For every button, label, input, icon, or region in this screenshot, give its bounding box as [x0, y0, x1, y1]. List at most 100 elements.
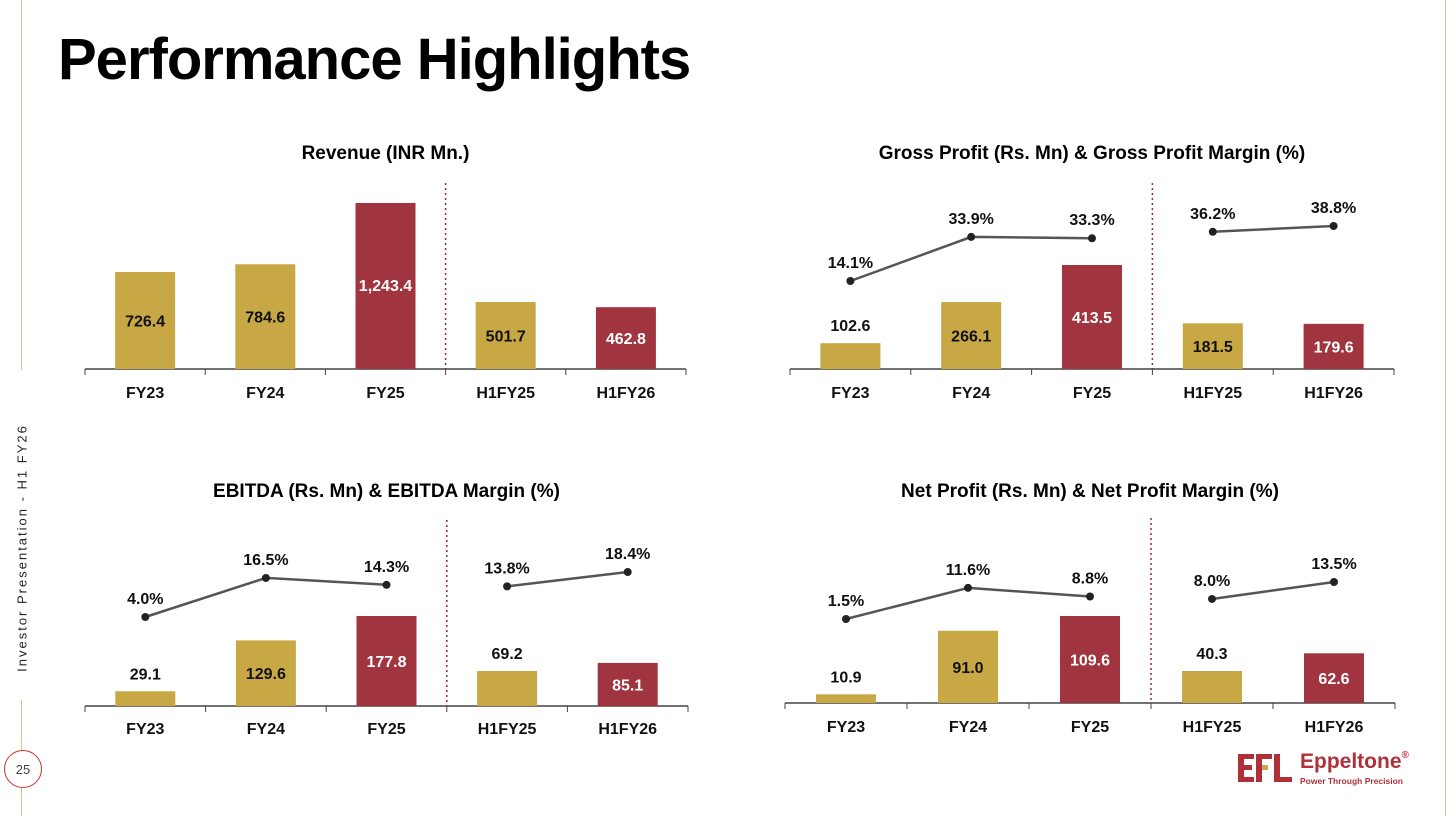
bar-fy24 [235, 264, 296, 369]
category-label: FY24 [246, 385, 284, 402]
margin-label: 18.4% [605, 546, 650, 563]
category-label: FY24 [949, 719, 987, 736]
revenue-chart: Revenue (INR Mn.) 726.4 FY23 784.6 FY24 1,24… [0, 0, 760, 420]
category-label: H1FY26 [597, 385, 656, 402]
margin-label: 33.3% [1069, 212, 1114, 229]
margin-label: 36.2% [1190, 206, 1235, 223]
margin-label: 14.3% [364, 559, 409, 576]
margin-label: 11.6% [946, 562, 990, 579]
category-label: FY25 [1071, 719, 1109, 736]
category-label: H1FY25 [478, 721, 537, 738]
category-label: H1FY26 [1305, 719, 1364, 736]
margin-label: 13.5% [1311, 556, 1356, 573]
bar-h1fy26 [1303, 323, 1364, 369]
margin-label: 4.0% [127, 591, 163, 608]
margin-label: 16.5% [243, 552, 288, 569]
category-label: H1FY25 [1183, 719, 1242, 736]
bar-value-label: 102.6 [830, 318, 870, 335]
bar-value-label: 726.4 [125, 314, 165, 331]
margin-line [1211, 580, 1335, 601]
margin-point [1330, 578, 1338, 586]
chart-svg: 102.6 FY23 266.1 FY24 413.5 FY25 181.5 H1FY25 17… [789, 183, 1395, 402]
category-label: FY23 [126, 385, 164, 402]
category-label: FY25 [1073, 385, 1111, 402]
logo-name: Eppeltone® [1300, 750, 1409, 773]
margin-point [1208, 594, 1216, 603]
logo-tagline: Power Through Precision [1300, 776, 1403, 786]
category-label: FY23 [126, 721, 164, 738]
margin-point [382, 580, 391, 589]
chart-title: Gross Profit (Rs. Mn) & Gross Profit Mar… [878, 143, 1306, 164]
margin-point [967, 232, 976, 241]
bar-fy25 [1060, 616, 1120, 703]
margin-point [1329, 222, 1338, 230]
margin-point [842, 615, 850, 623]
chart-svg: 726.4 FY23 784.6 FY24 1,243.4 FY25 501.7 H1FY25… [84, 183, 687, 402]
bar-h1fy26 [595, 307, 656, 369]
category-label: H1FY25 [1183, 385, 1242, 402]
right-border [1445, 0, 1446, 816]
margin-point [1088, 234, 1096, 243]
bar-fy23 [816, 694, 876, 703]
margin-point [1086, 592, 1094, 601]
margin-point [141, 613, 150, 621]
bar-h1fy26 [1304, 653, 1364, 703]
bar-value-label: 181.5 [1193, 339, 1233, 356]
bar-fy24 [941, 302, 1002, 369]
bar-fy24 [235, 640, 296, 706]
margin-point [503, 582, 512, 591]
eppeltone-logo: Eppeltone® Power Through Precision [1236, 748, 1426, 790]
sidebar-line-top [21, 0, 22, 370]
margin-label: 8.0% [1194, 573, 1230, 590]
bar-fy23 [115, 691, 176, 706]
bar-fy25 [356, 616, 417, 706]
bar-value-label: 109.6 [1070, 653, 1110, 670]
category-label: FY25 [366, 385, 404, 402]
eppeltone-logo-mark [1238, 754, 1292, 782]
bar-value-label: 91.0 [952, 660, 983, 677]
margin-label: 38.8% [1311, 200, 1356, 217]
chart-svg: 29.1 FY23 129.6 FY24 177.8 FY25 69.2 H1FY25 85.1… [84, 520, 689, 738]
bar-h1fy25 [1182, 323, 1243, 369]
bar-value-label: 784.6 [245, 310, 285, 327]
net-profit-chart: Net Profit (Rs. Mn) & Net Profit Margin … [784, 481, 1396, 736]
category-label: H1FY25 [476, 385, 535, 402]
bar-value-label: 462.8 [606, 331, 646, 348]
margin-label: 8.8% [1072, 570, 1108, 587]
chart-svg: 10.9 FY23 91.0 FY24 109.6 FY25 40.3 H1FY25 62.6 H… [784, 518, 1396, 736]
bar-value-label: 1,243.4 [359, 278, 412, 295]
bar-value-label: 69.2 [492, 646, 523, 663]
ebitda-chart: EBITDA (Rs. Mn) & EBITDA Margin (%) 29.1… [0, 0, 760, 760]
margin-point [623, 568, 632, 576]
margin-line [1212, 224, 1334, 234]
bar-fy24 [938, 630, 998, 703]
category-label: FY24 [247, 721, 285, 738]
bar-value-label: 501.7 [486, 329, 526, 346]
bar-value-label: 129.6 [246, 666, 286, 683]
bar-value-label: 179.6 [1314, 339, 1354, 356]
gross-profit-chart: Gross Profit (Rs. Mn) & Gross Profit Mar… [789, 143, 1395, 402]
category-label: FY25 [367, 721, 405, 738]
margin-label: 13.8% [484, 560, 529, 577]
margin-line [506, 570, 628, 588]
margin-point [964, 583, 972, 592]
bar-value-label: 40.3 [1196, 646, 1227, 663]
bar-h1fy25 [1182, 671, 1242, 703]
bar-fy23 [820, 343, 881, 369]
bar-fy25 [355, 203, 416, 369]
bar-h1fy25 [477, 670, 538, 706]
margin-point [1208, 227, 1217, 236]
bar-value-label: 177.8 [366, 654, 406, 671]
margin-label: 14.1% [828, 255, 873, 272]
chart-title: Net Profit (Rs. Mn) & Net Profit Margin … [901, 481, 1279, 502]
bar-value-label: 10.9 [830, 669, 861, 686]
margin-line [845, 586, 1091, 621]
bar-value-label: 62.6 [1318, 671, 1349, 688]
page-number: 25 [4, 750, 42, 788]
margin-label: 1.5% [828, 593, 864, 610]
bar-h1fy25 [475, 302, 536, 369]
bar-value-label: 266.1 [951, 329, 991, 346]
bar-h1fy26 [597, 662, 658, 706]
bar-value-label: 85.1 [612, 677, 643, 694]
margin-point [846, 277, 855, 285]
